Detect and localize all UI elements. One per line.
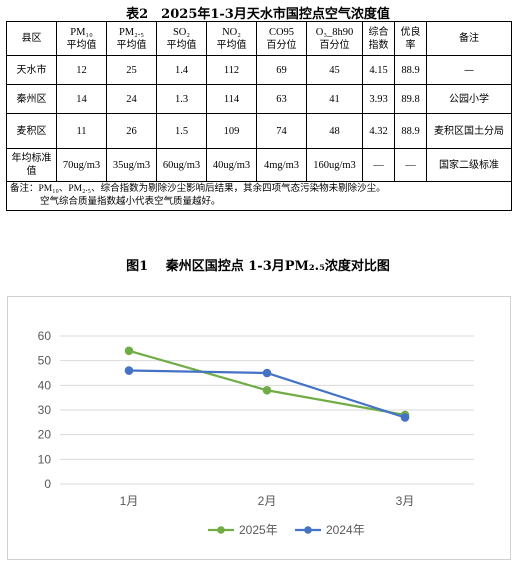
y-tick-label: 0 xyxy=(44,477,51,491)
table-cell: 11 xyxy=(56,113,107,149)
y-tick-label: 20 xyxy=(38,428,52,442)
y-tick-label: 30 xyxy=(38,403,52,417)
header-cell: 优良率 xyxy=(394,21,427,56)
table-cell: 1.5 xyxy=(156,113,207,149)
table-cell: 160ug/m3 xyxy=(306,148,363,182)
table-cell: 41 xyxy=(306,84,363,114)
legend-label: 2025年 xyxy=(239,523,278,537)
note-line: 空气综合质量指数越小代表空气质量越好。 xyxy=(40,197,221,207)
table-cell: 14 xyxy=(56,84,107,114)
table-cell: 麦积区 xyxy=(6,113,57,149)
table-row: 天水市 12 25 1.4 112 69 45 4.15 88.9 — xyxy=(6,55,512,85)
table-row: 年均标准值 70ug/m3 35ug/m3 60ug/m3 40ug/m3 4m… xyxy=(6,148,512,182)
legend-marker xyxy=(217,526,225,534)
table-cell: 69 xyxy=(256,55,307,85)
figure-caption: 图1 秦州区国控点 1-3月PM₂.₅浓度对比图 xyxy=(126,259,390,274)
y-tick-label: 60 xyxy=(38,329,52,343)
table-cell: 4.32 xyxy=(362,113,395,149)
data-point xyxy=(124,346,134,356)
table-cell: 114 xyxy=(206,84,257,114)
table-caption: 表2 2025年1-3月天水市国控点空气浓度值 xyxy=(126,7,390,22)
data-point xyxy=(262,385,272,395)
x-tick-label: 3月 xyxy=(396,494,415,508)
table-cell: — xyxy=(394,148,427,182)
table-cell: 70ug/m3 xyxy=(56,148,107,182)
header-cell: NO₂ 平均值 xyxy=(206,21,257,56)
table-cell: 88.9 xyxy=(394,55,427,85)
legend-label: 2024年 xyxy=(326,523,365,537)
table-cell: 45 xyxy=(306,55,363,85)
table-cell: 12 xyxy=(56,55,107,85)
table-cell: 秦州区 xyxy=(6,84,57,114)
table-cell: 25 xyxy=(106,55,157,85)
y-tick-label: 40 xyxy=(38,378,52,392)
table-cell: 35ug/m3 xyxy=(106,148,157,182)
table-cell: 24 xyxy=(106,84,157,114)
table-row: 秦州区 14 24 1.3 114 63 41 3.93 89.8 公园小学 xyxy=(6,84,512,114)
table-cell: 麦积区国土分局 xyxy=(426,113,512,149)
header-cell: PM₁₀ 平均值 xyxy=(56,21,107,56)
table-cell: 88.9 xyxy=(394,113,427,149)
table-cell: 63 xyxy=(256,84,307,114)
table-cell: — xyxy=(426,55,512,85)
table-cell: 60ug/m3 xyxy=(156,148,207,182)
x-tick-label: 1月 xyxy=(120,494,139,508)
data-point xyxy=(124,366,134,375)
table-cell: 1.4 xyxy=(156,55,207,85)
x-tick-label: 2月 xyxy=(258,494,277,508)
table-cell: 3.93 xyxy=(362,84,395,114)
header-cell: CO95 百分位 xyxy=(256,21,307,56)
table-cell: 天水市 xyxy=(6,55,57,85)
table-cell: 26 xyxy=(106,113,157,149)
pm25-line-chart: 0 10 20 30 40 50 60 1月 2月 3月 2025年 2024年 xyxy=(38,329,474,537)
table-cell: 4mg/m3 xyxy=(256,148,307,182)
table-cell: 4.15 xyxy=(362,55,395,85)
header-cell: 备注 xyxy=(426,21,512,56)
table-cell: 74 xyxy=(256,113,307,149)
note-line: 备注：PM₁₀、PM₂.₅、综合指数为剔除沙尘影响后结果，其余四项气态污染物未剔… xyxy=(10,184,386,194)
header-cell: 县区 xyxy=(6,21,57,56)
table-note-row: 备注：PM₁₀、PM₂.₅、综合指数为剔除沙尘影响后结果，其余四项气态污染物未剔… xyxy=(6,181,512,211)
table-cell: — xyxy=(362,148,395,182)
y-tick-label: 10 xyxy=(38,452,52,466)
table-cell: 年均标准值 xyxy=(6,148,57,182)
table-cell: 公园小学 xyxy=(426,84,512,114)
table-cell: 109 xyxy=(206,113,257,149)
air-quality-table: 县区 PM₁₀ 平均值 PM₂.₅ 平均值 SO₂ 平均值 NO₂ 平均值 CO95 百分… xyxy=(6,21,512,211)
table-note: 备注：PM₁₀、PM₂.₅、综合指数为剔除沙尘影响后结果，其余四项气态污染物未剔… xyxy=(6,181,512,211)
table-cell: 112 xyxy=(206,55,257,85)
data-point xyxy=(400,413,410,422)
legend-marker xyxy=(304,526,312,534)
header-cell: O₃_8h90 百分位 xyxy=(306,21,363,56)
y-tick-label: 50 xyxy=(38,354,52,368)
data-point xyxy=(262,368,272,378)
table-cell: 48 xyxy=(306,113,363,149)
table-cell: 1.3 xyxy=(156,84,207,114)
header-cell: SO₂ 平均值 xyxy=(156,21,207,56)
header-cell: PM₂.₅ 平均值 xyxy=(106,21,157,56)
table-header-row: 县区 PM₁₀ 平均值 PM₂.₅ 平均值 SO₂ 平均值 NO₂ 平均值 CO95 百分… xyxy=(6,21,512,56)
chart-frame: 0 10 20 30 40 50 60 1月 2月 3月 2025年 2024年 xyxy=(7,296,511,560)
header-cell: 综合 指数 xyxy=(362,21,395,56)
table-row: 麦积区 11 26 1.5 109 74 48 4.32 88.9 麦积区国土分… xyxy=(6,113,512,149)
table-cell: 89.8 xyxy=(394,84,427,114)
table-cell: 国家二级标准 xyxy=(426,148,512,182)
table-cell: 40ug/m3 xyxy=(206,148,257,182)
